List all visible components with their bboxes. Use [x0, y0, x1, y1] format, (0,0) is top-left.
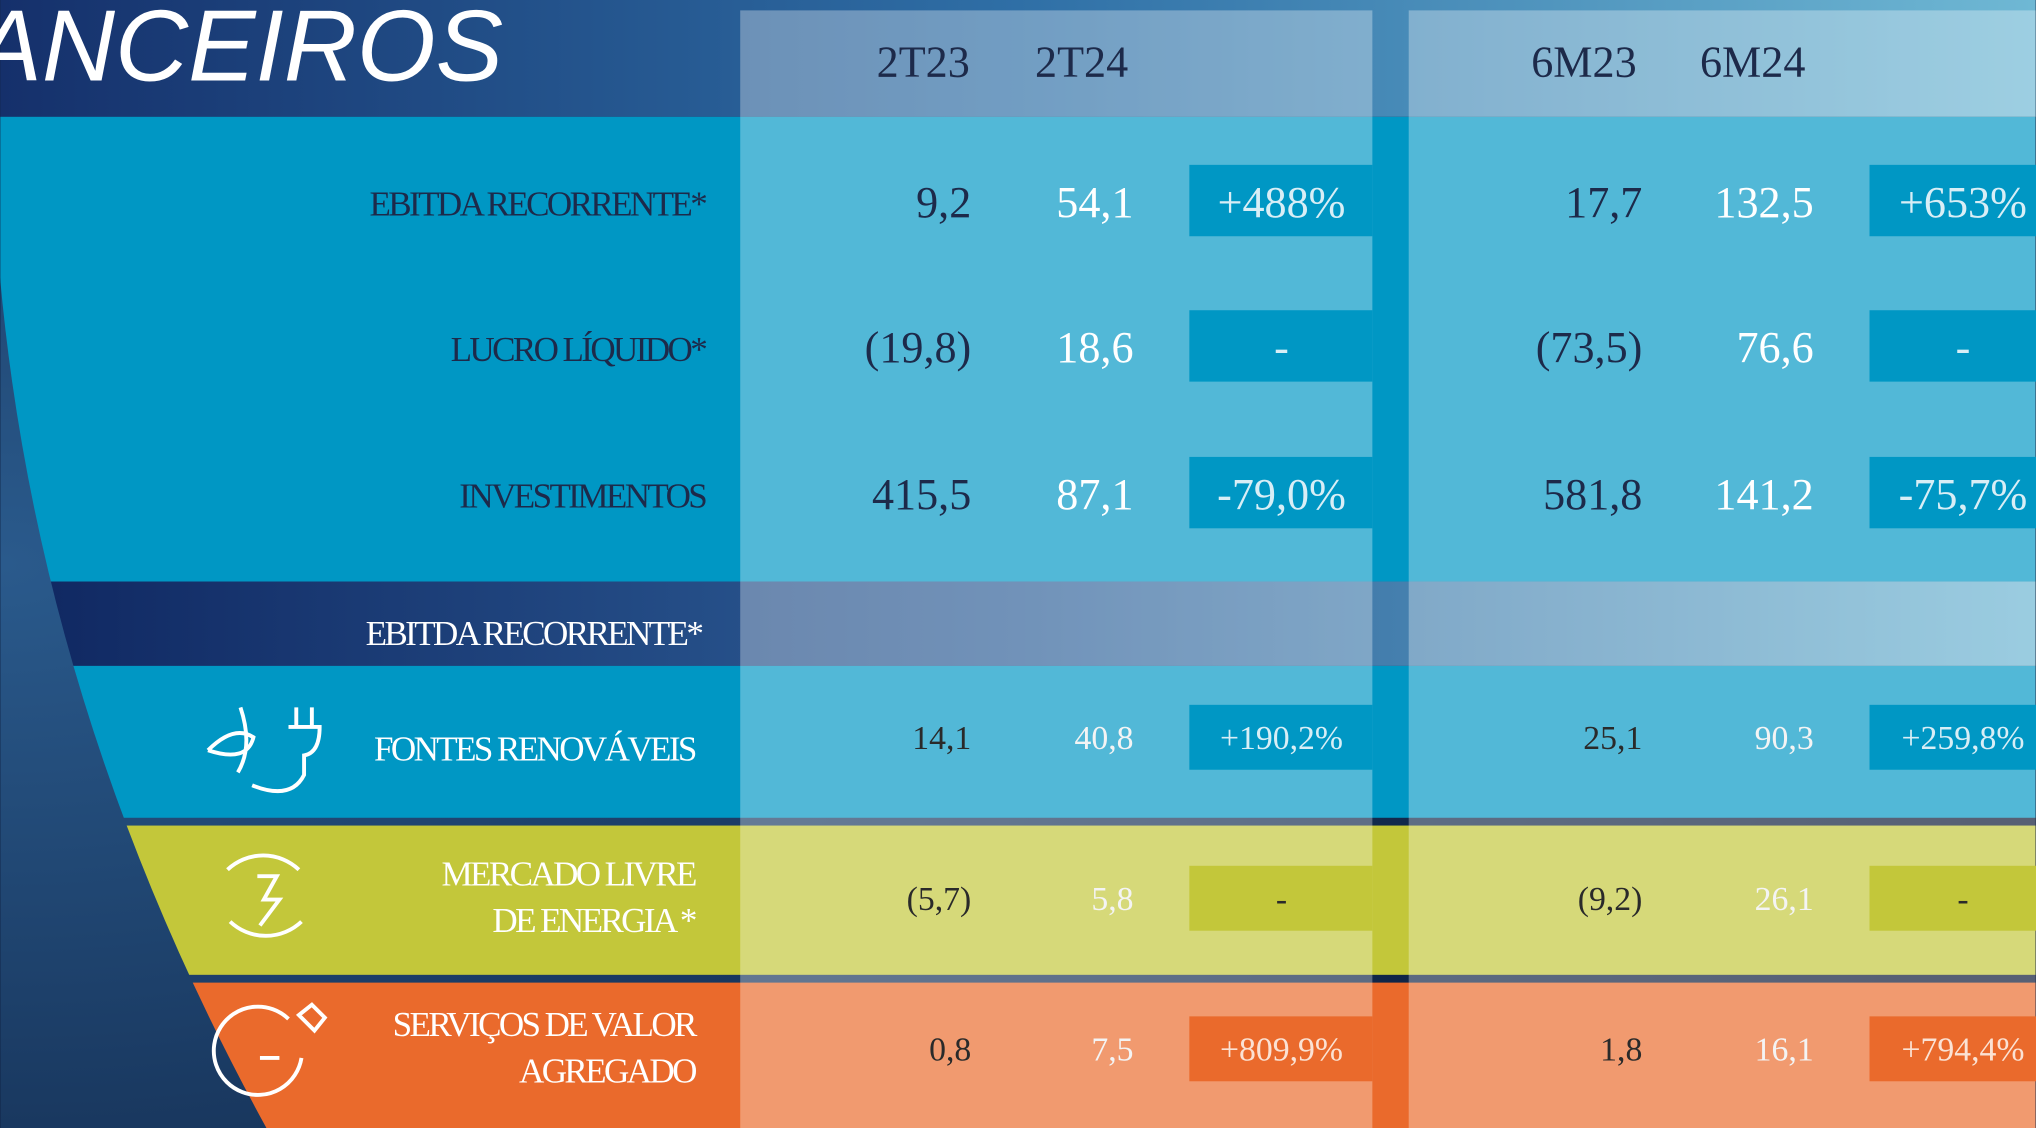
change-box — [1869, 310, 2036, 382]
cell: - — [1276, 881, 1287, 918]
section-title: EBITDA RECORRENTE* — [366, 614, 703, 653]
cell: -79,0% — [1217, 470, 1346, 519]
change-box — [1189, 865, 1373, 931]
cell: 5,8 — [1091, 881, 1133, 918]
cell: 25,1 — [1583, 720, 1642, 757]
cell: 18,6 — [1056, 323, 1133, 372]
change-box — [1189, 1016, 1373, 1082]
bands — [0, 116, 2036, 1128]
row-label: INVESTIMENTOS — [459, 477, 706, 516]
cell: +653% — [1899, 178, 2027, 227]
band — [0, 665, 2036, 818]
cell: (9,2) — [1578, 881, 1643, 918]
cell: 581,8 — [1543, 470, 1642, 519]
cell: - — [1274, 323, 1289, 372]
segment-label: SERVIÇOS DE VALOR — [393, 1005, 698, 1044]
row-label: LUCRO LÍQUIDO* — [451, 330, 707, 369]
cell: 90,3 — [1755, 720, 1814, 757]
cell: +794,4% — [1901, 1032, 2024, 1069]
cell: 1,8 — [1600, 1032, 1642, 1069]
cell: +259,8% — [1901, 720, 2024, 757]
cell: 0,8 — [929, 1032, 971, 1069]
band — [0, 116, 2036, 582]
band — [0, 581, 2036, 666]
icons — [206, 706, 328, 1097]
cell: 14,1 — [912, 720, 971, 757]
band — [0, 825, 2036, 975]
row-label: EBITDA RECORRENTE* — [369, 184, 706, 223]
cell: 132,5 — [1714, 178, 1813, 227]
cell: - — [1957, 881, 1968, 918]
cell: 26,1 — [1755, 881, 1814, 918]
title: ANCEIROS — [0, 0, 503, 102]
icon-services — [211, 1002, 328, 1097]
icon-market — [226, 853, 303, 938]
cell: - — [1956, 323, 1971, 372]
cell: 17,7 — [1565, 178, 1642, 227]
change-box — [1189, 164, 1373, 237]
cell: 415,5 — [872, 470, 971, 519]
column-header: 6M24 — [1700, 38, 1805, 87]
change-box — [1189, 310, 1373, 382]
cell: 141,2 — [1714, 470, 1813, 519]
header-band — [0, 0, 2036, 117]
band — [0, 982, 2036, 1128]
cell: (19,8) — [865, 323, 972, 372]
change-box — [1189, 456, 1373, 529]
cell: -75,7% — [1899, 470, 2028, 519]
segment-label: AGREGADO — [519, 1052, 696, 1091]
segment-label: FONTES RENOVÁVEIS — [374, 730, 696, 769]
cell: 76,6 — [1736, 323, 1813, 372]
column-header: 6M23 — [1531, 38, 1636, 87]
cell: +190,2% — [1220, 720, 1343, 757]
column-header: 2T23 — [877, 38, 970, 87]
cell: (73,5) — [1536, 323, 1643, 372]
change-box — [1869, 865, 2036, 931]
cell: 16,1 — [1755, 1032, 1814, 1069]
segment-label: MERCADO LIVRE — [441, 854, 696, 893]
change-box — [1189, 704, 1373, 770]
segment-label: DE ENERGIA * — [492, 901, 695, 940]
cell: 87,1 — [1056, 470, 1133, 519]
change-box — [1869, 1016, 2036, 1082]
cell: (5,7) — [907, 881, 972, 918]
icon-renewable — [206, 706, 322, 794]
cell: +488% — [1218, 178, 1346, 227]
change-box — [1869, 164, 2036, 237]
cell: 7,5 — [1091, 1032, 1133, 1069]
cell: 9,2 — [916, 178, 971, 227]
change-box — [1869, 704, 2036, 770]
column-header: 2T24 — [1035, 38, 1128, 87]
cell: +809,9% — [1220, 1032, 1343, 1069]
cell: 54,1 — [1056, 178, 1133, 227]
cell: 40,8 — [1074, 720, 1133, 757]
change-box — [1869, 456, 2036, 529]
